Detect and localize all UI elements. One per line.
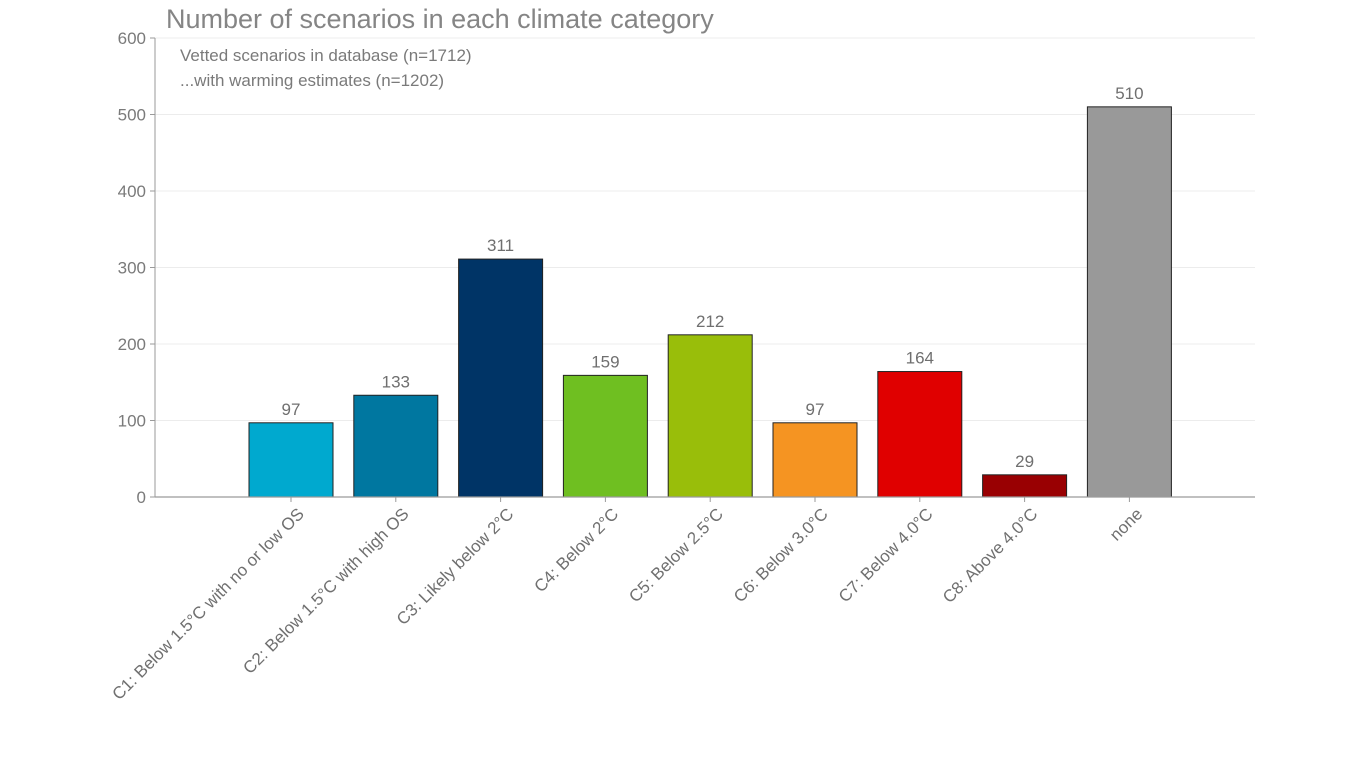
data-labels: 97 133 311 159 212 97 164 29 510 bbox=[282, 84, 1144, 471]
bar bbox=[248, 422, 334, 498]
data-label: 159 bbox=[591, 352, 619, 371]
data-label: 311 bbox=[487, 236, 514, 255]
y-tick-label: 600 bbox=[118, 29, 146, 48]
bar bbox=[667, 334, 753, 498]
bar bbox=[353, 394, 439, 498]
bar bbox=[562, 374, 648, 498]
x-tick-label: none bbox=[1106, 504, 1146, 544]
data-label: 164 bbox=[906, 349, 934, 368]
y-tick-label: 100 bbox=[118, 412, 146, 431]
data-label: 97 bbox=[806, 400, 825, 419]
x-tick-label: C8: Above 4.0°C bbox=[939, 504, 1041, 606]
chart-title: Number of scenarios in each climate cate… bbox=[166, 4, 714, 34]
data-label: 29 bbox=[1015, 452, 1034, 471]
grid-lines bbox=[155, 37, 1255, 421]
y-tick-label: 500 bbox=[118, 106, 146, 125]
x-tick-label: C6: Below 3.0°C bbox=[730, 504, 832, 606]
subtitle-line-2: ...with warming estimates (n=1202) bbox=[180, 71, 444, 90]
x-tick-label: C4: Below 2°C bbox=[530, 504, 622, 596]
y-tick-label: 200 bbox=[118, 335, 146, 354]
data-label: 510 bbox=[1115, 84, 1143, 103]
bars bbox=[248, 106, 1172, 498]
bar bbox=[1086, 106, 1172, 498]
y-tick-label: 400 bbox=[118, 182, 146, 201]
x-tick-label: C1: Below 1.5°C with no or low OS bbox=[109, 504, 308, 703]
bar bbox=[877, 371, 963, 498]
bar bbox=[982, 474, 1068, 498]
x-tick-label: C5: Below 2.5°C bbox=[625, 504, 727, 606]
bar bbox=[772, 422, 858, 498]
y-tick-label: 0 bbox=[137, 488, 146, 507]
data-label: 212 bbox=[696, 312, 724, 331]
y-axis: 0 100 200 300 400 500 600 bbox=[118, 29, 156, 507]
x-tick-label: C2: Below 1.5°C with high OS bbox=[239, 504, 412, 677]
x-tick-label: C3: Likely below 2°C bbox=[393, 504, 517, 628]
subtitle-line-1: Vetted scenarios in database (n=1712) bbox=[180, 46, 472, 65]
data-label: 97 bbox=[282, 400, 301, 419]
x-tick-label: C7: Below 4.0°C bbox=[835, 504, 937, 606]
y-tick-label: 300 bbox=[118, 259, 146, 278]
bar bbox=[458, 258, 544, 498]
data-label: 133 bbox=[382, 372, 410, 391]
